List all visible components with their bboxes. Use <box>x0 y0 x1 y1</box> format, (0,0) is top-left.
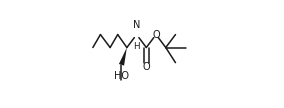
Text: O: O <box>143 62 150 72</box>
Text: H: H <box>133 42 140 51</box>
Text: N: N <box>133 20 140 30</box>
Text: O: O <box>152 30 160 40</box>
Polygon shape <box>119 48 127 66</box>
Text: HO: HO <box>114 71 129 81</box>
